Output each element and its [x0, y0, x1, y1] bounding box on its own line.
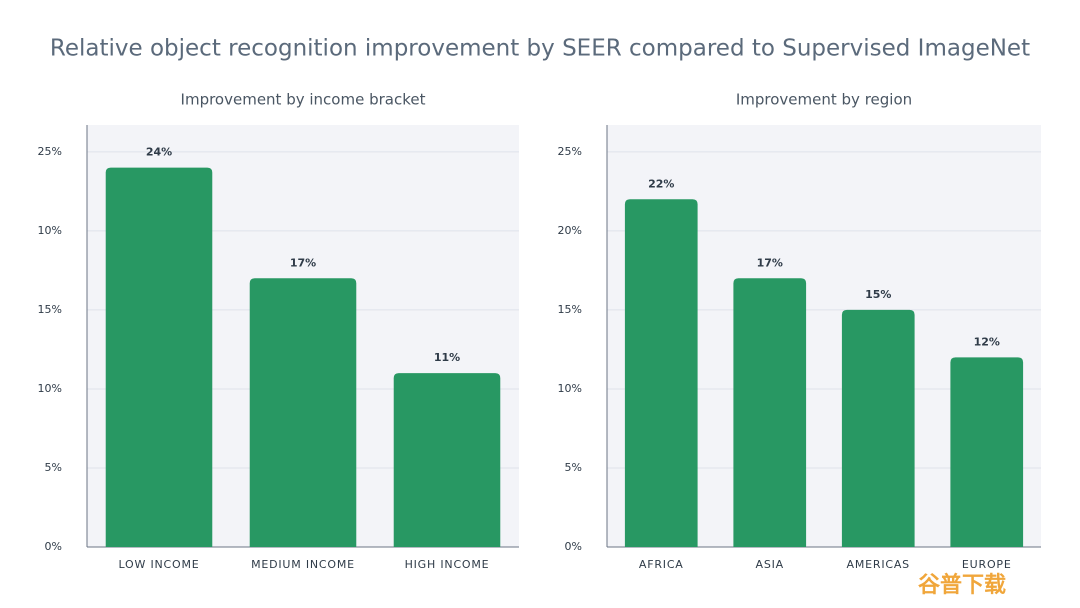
- y-tick-label: 10%: [558, 382, 582, 395]
- x-tick-label: MEDIUM INCOME: [251, 558, 355, 571]
- x-tick-label: AMERICAS: [847, 558, 910, 571]
- x-tick-label: EUROPE: [962, 558, 1012, 571]
- bar: [393, 373, 501, 547]
- chart-title: Improvement by income bracket: [181, 91, 426, 109]
- x-tick-label: ASIA: [756, 558, 784, 571]
- y-tick-label: 25%: [38, 145, 62, 158]
- y-tick-label: 25%: [558, 145, 582, 158]
- watermark: 谷普下载: [918, 572, 1006, 598]
- value-label: 11%: [434, 351, 460, 364]
- bar: [733, 278, 807, 547]
- y-tick-label: 20%: [558, 224, 582, 237]
- y-tick-label: 0%: [565, 540, 582, 553]
- y-tick-label: 15%: [558, 303, 582, 316]
- main-title: Relative object recognition improvement …: [50, 36, 1030, 62]
- x-tick-label: LOW INCOME: [118, 558, 199, 571]
- y-tick-label: 5%: [45, 461, 62, 474]
- x-tick-label: HIGH INCOME: [405, 558, 490, 571]
- value-label: 15%: [865, 288, 891, 301]
- value-label: 17%: [290, 256, 316, 269]
- value-label: 22%: [648, 177, 674, 190]
- y-tick-label: 10%: [38, 382, 62, 395]
- y-tick-label: 0%: [45, 540, 62, 553]
- value-label: 17%: [757, 256, 783, 269]
- value-label: 12%: [974, 335, 1000, 348]
- bar: [841, 309, 915, 547]
- chart-title: Improvement by region: [736, 91, 912, 109]
- bar: [624, 199, 698, 547]
- y-tick-label: 10%: [38, 224, 62, 237]
- bar: [249, 278, 357, 547]
- bar: [950, 357, 1024, 547]
- y-tick-label: 5%: [565, 461, 582, 474]
- y-tick-label: 15%: [38, 303, 62, 316]
- value-label: 24%: [146, 146, 172, 159]
- x-tick-label: AFRICA: [639, 558, 684, 571]
- bar: [105, 167, 213, 547]
